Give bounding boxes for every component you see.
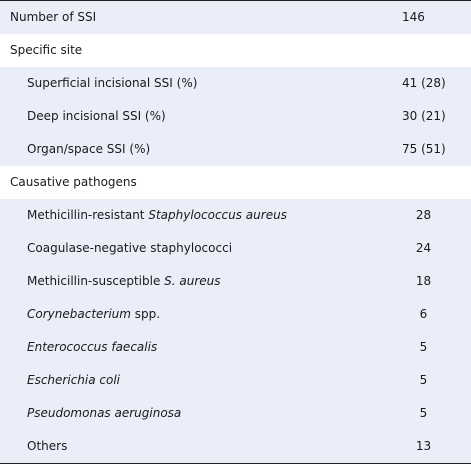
table-row-deep: Deep incisional SSI (%) 30 (21) <box>0 99 471 133</box>
row-value <box>376 165 471 199</box>
row-value: 24 <box>376 231 471 265</box>
row-label: Methicillin-susceptible S. aureus <box>0 264 376 298</box>
table-row-escherichia: Escherichia coli 5 <box>0 363 471 397</box>
row-value <box>376 33 471 67</box>
row-label: Enterococcus faecalis <box>0 330 376 364</box>
row-value: 5 <box>376 363 471 397</box>
row-value: 146 <box>376 0 471 34</box>
table-row-cons: Coagulase-negative staphylococci 24 <box>0 231 471 265</box>
table-row-mrsa: Methicillin-resistant Staphylococcus aur… <box>0 198 471 232</box>
row-label: Corynebacterium spp. <box>0 297 376 331</box>
row-value: 5 <box>376 330 471 364</box>
row-label: Escherichia coli <box>0 363 376 397</box>
row-value: 5 <box>376 396 471 430</box>
row-label: Organ/space SSI (%) <box>0 132 376 166</box>
row-value: 6 <box>376 297 471 331</box>
row-label: Superficial incisional SSI (%) <box>0 66 376 100</box>
table-row-superficial: Superficial incisional SSI (%) 41 (28) <box>0 66 471 100</box>
row-value: 18 <box>376 264 471 298</box>
row-label: Number of SSI <box>0 0 376 34</box>
row-label: Coagulase-negative staphylococci <box>0 231 376 265</box>
table-row-mssa: Methicillin-susceptible S. aureus 18 <box>0 264 471 298</box>
row-value: 75 (51) <box>376 132 471 166</box>
table-row-others: Others 13 <box>0 429 471 464</box>
section-label: Specific site <box>0 33 376 67</box>
row-label: Deep incisional SSI (%) <box>0 99 376 133</box>
table-row-organ-space: Organ/space SSI (%) 75 (51) <box>0 132 471 166</box>
table-row-corynebacterium: Corynebacterium spp. 6 <box>0 297 471 331</box>
section-label: Causative pathogens <box>0 165 376 199</box>
table-row-number-of-ssi: Number of SSI 146 <box>0 0 471 34</box>
row-value: 28 <box>376 198 471 232</box>
section-header-causative-pathogens: Causative pathogens <box>0 165 471 199</box>
section-header-specific-site: Specific site <box>0 33 471 67</box>
row-value: 30 (21) <box>376 99 471 133</box>
table-row-enterococcus: Enterococcus faecalis 5 <box>0 330 471 364</box>
row-label: Methicillin-resistant Staphylococcus aur… <box>0 198 376 232</box>
table-row-pseudomonas: Pseudomonas aeruginosa 5 <box>0 396 471 430</box>
row-value: 13 <box>376 429 471 464</box>
row-label: Others <box>0 429 376 464</box>
row-value: 41 (28) <box>376 66 471 100</box>
row-label: Pseudomonas aeruginosa <box>0 396 376 430</box>
